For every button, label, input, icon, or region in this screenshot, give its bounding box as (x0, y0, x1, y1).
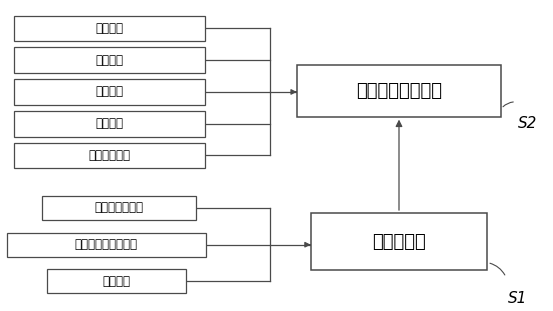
Text: 催化剂制备: 催化剂制备 (372, 233, 426, 251)
Bar (14, 111, 205, 137)
Text: S1: S1 (508, 291, 528, 306)
Bar (7, 233, 206, 257)
Bar (14, 47, 205, 73)
Bar (311, 213, 487, 271)
Text: 二级处理: 二级处理 (95, 86, 123, 99)
Text: 活性炭金属浸渍: 活性炭金属浸渍 (95, 202, 144, 215)
Bar (14, 79, 205, 105)
Text: 石化废水分步处理: 石化废水分步处理 (356, 82, 442, 100)
Text: 载体选取: 载体选取 (102, 275, 131, 288)
Text: 石化废水分级: 石化废水分级 (88, 149, 131, 162)
Text: S2: S2 (518, 116, 538, 131)
Text: 一级处理: 一级处理 (95, 117, 123, 130)
Text: 四级处理: 四级处理 (95, 22, 123, 35)
Bar (47, 270, 186, 293)
Bar (43, 196, 196, 220)
Text: 活性氧化铝金属浸渍: 活性氧化铝金属浸渍 (75, 238, 138, 251)
Bar (14, 16, 205, 41)
Bar (297, 65, 501, 117)
Text: 三级处理: 三级处理 (95, 54, 123, 67)
Bar (14, 142, 205, 168)
